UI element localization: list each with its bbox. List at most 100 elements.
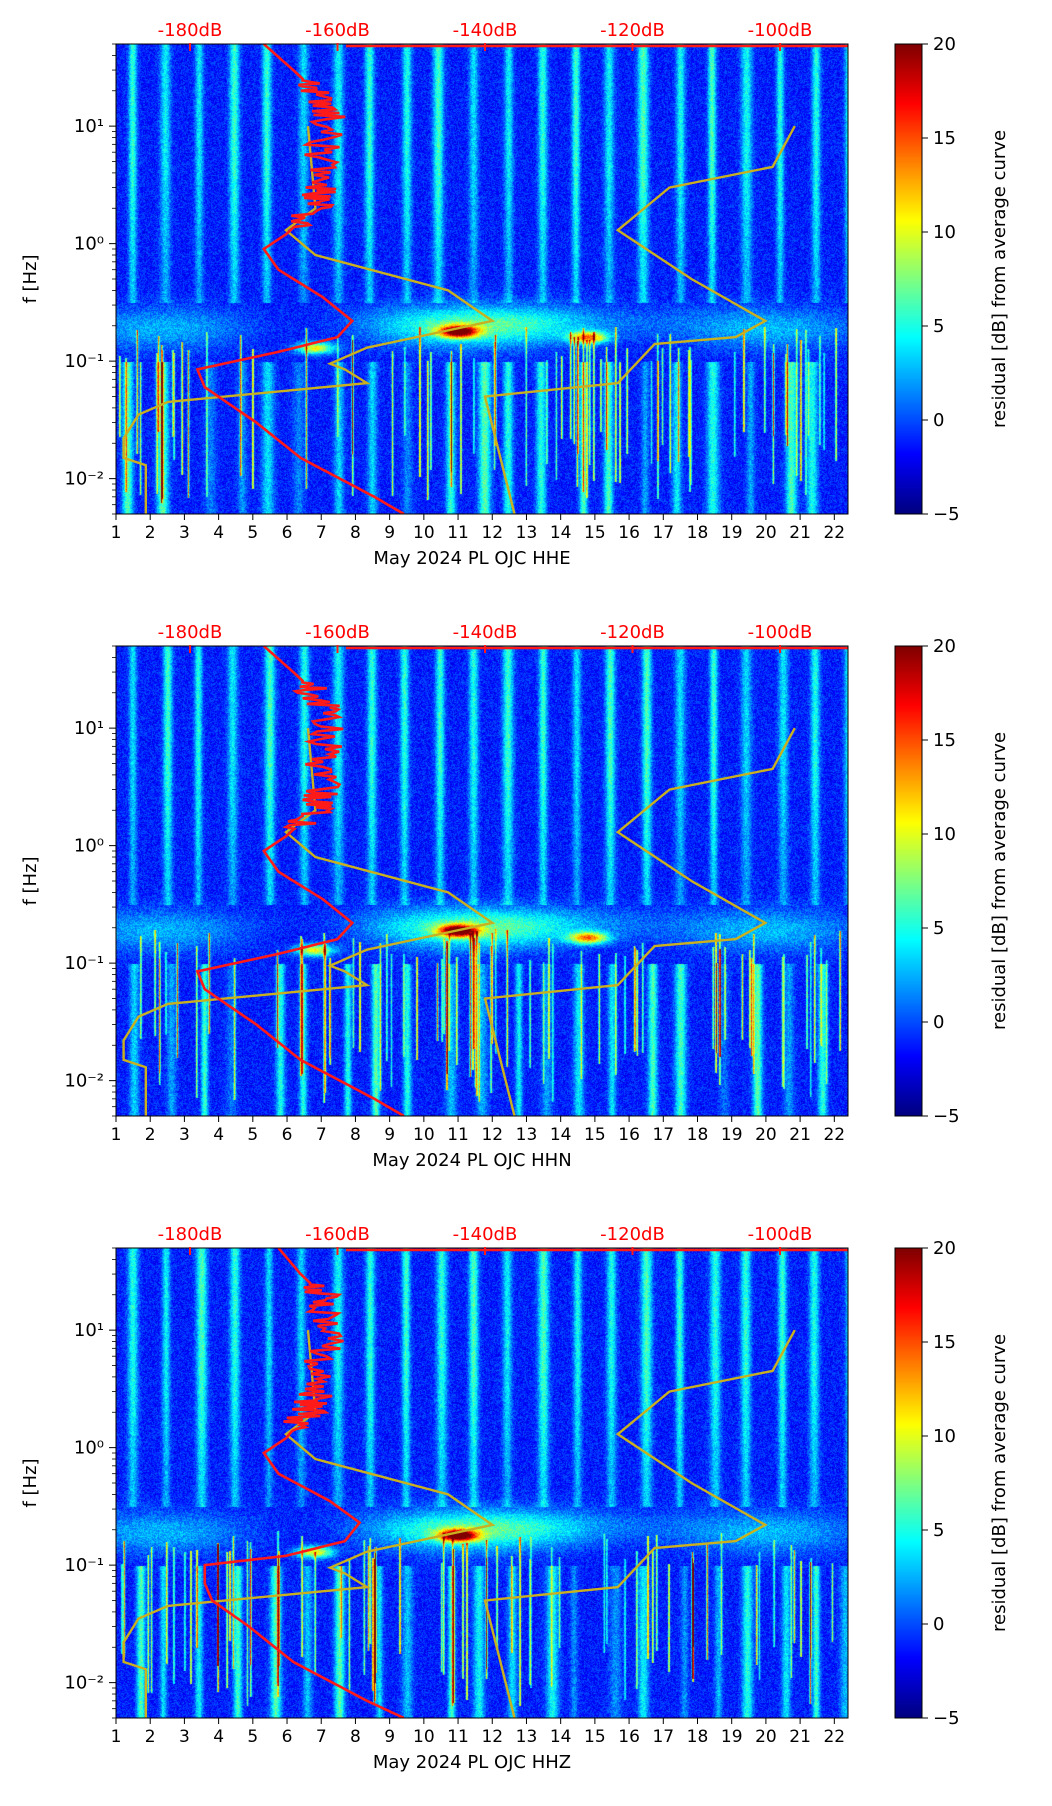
colorbar-tick-label: −5 (933, 504, 960, 525)
db-tick-label: -120dB (600, 1224, 665, 1245)
x-tick-label: 7 (316, 523, 327, 543)
x-tick-label: 21 (789, 1125, 811, 1145)
colorbar-tick-label: 15 (933, 730, 956, 751)
db-tick-label: -100dB (748, 20, 813, 41)
colorbar-tick-label: 10 (933, 1426, 956, 1447)
colorbar-tick-label: 10 (933, 222, 956, 243)
y-tick-label: 10¹ (74, 116, 104, 137)
x-tick-label: 17 (652, 1125, 674, 1145)
model-curve-1 (483, 1329, 796, 1718)
x-tick-label: 6 (282, 1727, 293, 1747)
x-tick-label: 12 (481, 523, 503, 543)
x-tick-label: 1 (111, 523, 122, 543)
colorbar-tick-label: 20 (933, 1238, 956, 1259)
db-tick-label: -160dB (305, 20, 370, 41)
y-axis-label: f [Hz] (20, 1458, 41, 1507)
colorbar-frame (894, 1247, 923, 1719)
y-axis-label: f [Hz] (20, 856, 41, 905)
plot-frame (115, 1247, 849, 1719)
x-tick-label: 7 (316, 1727, 327, 1747)
x-tick-label: 22 (823, 1727, 845, 1747)
x-axis-label: May 2024 PL OJC HHE (373, 548, 570, 569)
x-tick-label: 4 (213, 1727, 224, 1747)
x-tick-label: 8 (350, 523, 361, 543)
y-tick-label: 10⁻¹ (64, 953, 104, 974)
x-tick-label: 9 (384, 1125, 395, 1145)
db-tick-label: -120dB (600, 622, 665, 643)
x-tick-label: 11 (447, 1125, 469, 1145)
colorbar-tick-label: 0 (933, 1614, 944, 1635)
db-tick-label: -140dB (453, 622, 518, 643)
colorbar-tick-label: 20 (933, 636, 956, 657)
x-tick-label: 19 (721, 1727, 743, 1747)
y-tick-label: 10⁻² (64, 1071, 104, 1092)
x-tick-label: 13 (516, 1125, 538, 1145)
db-tick-label: -140dB (453, 20, 518, 41)
x-tick-label: 11 (447, 1727, 469, 1747)
x-tick-label: 1 (111, 1125, 122, 1145)
x-tick-label: 18 (687, 1125, 709, 1145)
x-tick-label: 13 (516, 1727, 538, 1747)
db-tick-label: -100dB (748, 622, 813, 643)
spectrogram-hhe (116, 44, 848, 514)
x-tick-label: 12 (481, 1125, 503, 1145)
x-tick-label: 15 (584, 523, 606, 543)
x-tick-label: 12 (481, 1727, 503, 1747)
x-tick-label: 9 (384, 523, 395, 543)
db-tick-label: -160dB (305, 1224, 370, 1245)
x-tick-label: 10 (413, 523, 435, 543)
x-tick-label: 13 (516, 523, 538, 543)
x-tick-label: 4 (213, 1125, 224, 1145)
colorbar-frame (894, 43, 923, 515)
x-tick-label: 3 (179, 1125, 190, 1145)
x-tick-label: 2 (145, 523, 156, 543)
x-tick-label: 15 (584, 1727, 606, 1747)
x-tick-label: 14 (550, 1125, 572, 1145)
x-axis-label: May 2024 PL OJC HHZ (373, 1752, 571, 1773)
x-tick-label: 7 (316, 1125, 327, 1145)
colorbar-hhe (895, 44, 922, 514)
y-tick-label: 10¹ (74, 1320, 104, 1341)
colorbar-tick-label: −5 (933, 1708, 960, 1729)
y-tick-label: 10⁰ (74, 234, 104, 255)
x-tick-label: 19 (721, 1125, 743, 1145)
model-curve-0 (122, 125, 496, 514)
colorbar-label: residual [dB] from average curve (989, 732, 1010, 1030)
y-tick-label: 10⁻² (64, 469, 104, 490)
colorbar-axis: 20 15 10 5 0 −5 residual [dB] from average cur… (894, 34, 1010, 525)
db-tick-label: -180dB (158, 622, 223, 643)
x-tick-label: 6 (282, 1125, 293, 1145)
db-tick-label: -180dB (158, 1224, 223, 1245)
colorbar-tick-label: 15 (933, 1332, 956, 1353)
model-curve-1 (483, 727, 796, 1116)
x-tick-label: 22 (823, 523, 845, 543)
x-tick-label: 18 (687, 1727, 709, 1747)
model-curve-0 (122, 1329, 496, 1718)
x-tick-label: 10 (413, 1125, 435, 1145)
db-tick-label: -100dB (748, 1224, 813, 1245)
x-tick-label: 3 (179, 523, 190, 543)
x-tick-label: 14 (550, 1727, 572, 1747)
x-tick-label: 11 (447, 523, 469, 543)
x-tick-label: 1 (111, 1727, 122, 1747)
model-curve-0 (122, 727, 496, 1116)
colorbar-hhn (895, 646, 922, 1116)
colorbar-tick-label: 5 (933, 1520, 944, 1541)
x-tick-label: 17 (652, 523, 674, 543)
y-tick-label: 10⁻¹ (64, 351, 104, 372)
colorbar-tick-label: −5 (933, 1106, 960, 1127)
x-tick-label: 15 (584, 1125, 606, 1145)
colorbar-tick-label: 5 (933, 316, 944, 337)
db-tick-label: -180dB (158, 20, 223, 41)
x-tick-label: 20 (755, 1727, 777, 1747)
x-tick-label: 2 (145, 1727, 156, 1747)
colorbar-label: residual [dB] from average curve (989, 1334, 1010, 1632)
x-tick-label: 20 (755, 1125, 777, 1145)
average-curve (203, 1248, 405, 1718)
x-tick-label: 21 (789, 1727, 811, 1747)
x-tick-label: 17 (652, 1727, 674, 1747)
model-curve-1 (483, 125, 796, 514)
